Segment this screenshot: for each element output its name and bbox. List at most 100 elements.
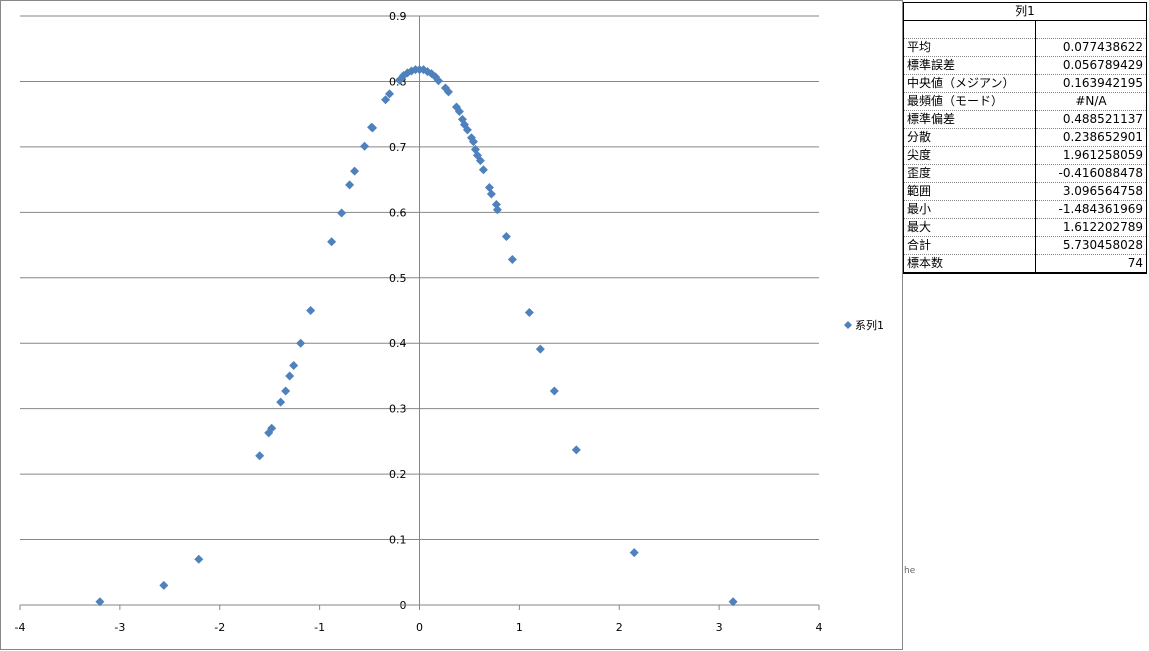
stat-row: 範囲 3.096564758 [903, 182, 1147, 201]
data-point [728, 597, 738, 607]
y-tick-label: 0.2 [389, 468, 407, 481]
stat-label: 最小 [903, 200, 1036, 219]
data-point [549, 386, 559, 396]
data-point [454, 107, 464, 117]
stat-row: 標準誤差 0.056789429 [903, 56, 1147, 75]
data-point [368, 123, 378, 133]
y-tick-label: 0.7 [389, 141, 407, 154]
table-header: 列1 [903, 2, 1147, 21]
stat-row: 平均 0.077438622 [903, 38, 1147, 57]
data-point [285, 371, 295, 381]
data-point [524, 307, 534, 317]
stat-label: 尖度 [903, 146, 1036, 165]
data-point [350, 166, 360, 176]
data-point [468, 137, 478, 147]
data-point [462, 125, 472, 135]
stat-row: 最大 1.612202789 [903, 218, 1147, 237]
data-point [267, 423, 277, 433]
data-point [484, 182, 494, 192]
stat-row: 標準偏差 0.488521137 [903, 110, 1147, 129]
stat-label: 平均 [903, 38, 1036, 57]
stat-value: 0.077438622 [1035, 38, 1147, 57]
legend-label: 系列1 [855, 318, 884, 332]
stat-label: 範囲 [903, 182, 1036, 201]
data-point [95, 597, 105, 607]
data-point [475, 156, 485, 166]
x-tick-label: 4 [816, 621, 823, 634]
stat-value: -1.484361969 [1035, 200, 1147, 219]
stat-label: 最頻値（モード） [903, 92, 1036, 111]
data-point [443, 87, 453, 97]
data-point [159, 580, 169, 590]
stat-label: 合計 [903, 236, 1036, 255]
blank-row [903, 20, 1147, 39]
stat-label: 標準誤差 [903, 56, 1036, 75]
y-tick-label: 0.5 [389, 272, 407, 285]
stat-row: 合計 5.730458028 [903, 236, 1147, 255]
fragment-text: he [904, 566, 916, 576]
stat-value: 74 [1035, 254, 1147, 274]
data-point [501, 232, 511, 242]
y-tick-label: 0.4 [389, 337, 407, 350]
data-point [345, 180, 355, 190]
header-row: 列1 [903, 2, 1147, 21]
y-tick-label: 0.9 [389, 10, 407, 23]
stat-value: 5.730458028 [1035, 236, 1147, 255]
data-point [629, 548, 639, 558]
data-point [381, 95, 391, 105]
stat-value: #N/A [1035, 92, 1147, 111]
data-point [255, 451, 265, 461]
data-point [478, 165, 488, 175]
data-point [433, 76, 443, 86]
x-tick-label: -2 [214, 621, 225, 634]
stat-value: 0.056789429 [1035, 56, 1147, 75]
data-point [306, 306, 316, 315]
stat-row: 分散 0.238652901 [903, 128, 1147, 147]
x-tick-label: -3 [114, 621, 125, 634]
x-tick-label: 2 [616, 621, 623, 634]
stat-value: 0.238652901 [1035, 128, 1147, 147]
data-point [337, 208, 347, 218]
x-tick-label: -4 [15, 621, 26, 634]
y-tick-label: 0.6 [389, 206, 407, 219]
blank-cell [1035, 20, 1147, 39]
x-tick-label: 1 [516, 621, 523, 634]
stat-value: -0.416088478 [1035, 164, 1147, 183]
stat-value: 3.096564758 [1035, 182, 1147, 201]
stats-body: 列1 平均 0.077438622 標準誤差 0.056789429 中央値（メジアン） 0… [903, 2, 1147, 274]
stat-value: 1.612202789 [1035, 218, 1147, 237]
data-point [281, 386, 291, 396]
stat-label: 最大 [903, 218, 1036, 237]
stat-label: 分散 [903, 128, 1036, 147]
data-point [360, 141, 370, 151]
stat-label: 歪度 [903, 164, 1036, 183]
data-point [486, 189, 496, 199]
y-tick-label: 0.3 [389, 403, 407, 416]
x-tick-label: 3 [716, 621, 723, 634]
stat-value: 0.488521137 [1035, 110, 1147, 129]
stat-value: 1.961258059 [1035, 146, 1147, 165]
blank-cell [903, 20, 1036, 39]
data-point [385, 89, 395, 99]
chart: 00.10.20.30.40.50.60.70.80.9-4-3-2-10123… [0, 0, 903, 650]
stat-label: 標準偏差 [903, 110, 1036, 129]
x-tick-label: 0 [416, 621, 423, 634]
data-point [535, 344, 545, 354]
y-tick-label: 0.1 [389, 534, 407, 547]
stat-row: 最頻値（モード） #N/A [903, 92, 1147, 111]
data-point [289, 360, 299, 370]
x-tick-label: -1 [314, 621, 325, 634]
stat-row: 尖度 1.961258059 [903, 146, 1147, 165]
stat-row: 歪度 -0.416088478 [903, 164, 1147, 183]
data-point [492, 205, 502, 215]
data-point [276, 397, 286, 407]
stat-label: 標本数 [903, 254, 1036, 274]
data-point [507, 254, 517, 264]
chart-border [0, 0, 903, 650]
data-point [571, 445, 581, 455]
data-point [327, 237, 337, 247]
data-point [296, 338, 306, 348]
stat-value: 0.163942195 [1035, 74, 1147, 93]
stat-row: 中央値（メジアン） 0.163942195 [903, 74, 1147, 93]
